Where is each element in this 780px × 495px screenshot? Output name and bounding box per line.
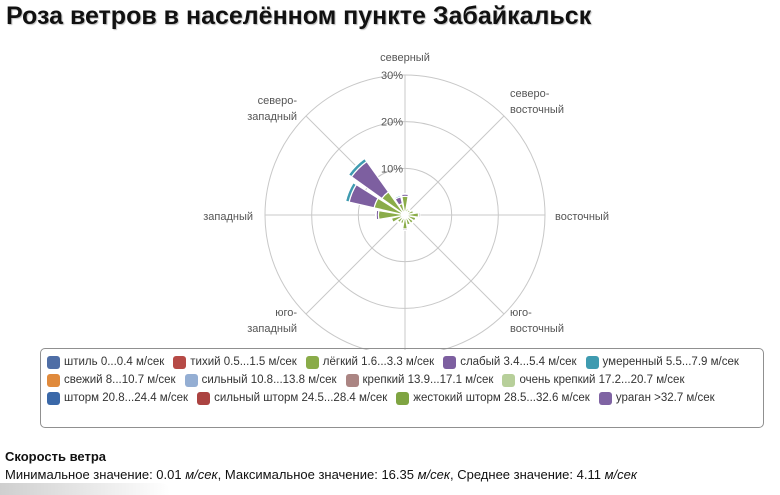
legend-swatch xyxy=(396,391,410,405)
spoke-line xyxy=(404,214,505,315)
spoke-line xyxy=(305,214,406,315)
legend-item[interactable]: шторм 20.8...24.4 м/сек xyxy=(47,389,188,407)
legend-swatch xyxy=(443,355,457,369)
avg-unit: м/сек xyxy=(604,467,637,482)
legend-label: слабый 3.4...5.4 м/сек xyxy=(460,356,577,368)
direction-label: юго-западный xyxy=(247,307,297,335)
legend-swatch xyxy=(345,373,359,387)
wind-bar-segment xyxy=(389,217,394,224)
legend-item[interactable]: жестокий шторм 28.5...32.6 м/сек xyxy=(396,389,590,407)
wind-bar-segment xyxy=(413,216,418,223)
legend-label: ураган >32.7 м/сек xyxy=(615,392,715,404)
legend-item[interactable]: штиль 0...0.4 м/сек xyxy=(47,353,164,371)
direction-label: юго-восточный xyxy=(510,307,564,335)
legend-item[interactable]: умеренный 5.5...7.9 м/сек xyxy=(585,353,739,371)
legend-label: сильный шторм 24.5...28.4 м/сек xyxy=(214,392,388,404)
legend-swatch xyxy=(502,373,516,387)
wind-bar-segment xyxy=(406,222,412,227)
wind-bar-segment xyxy=(411,208,416,214)
avg-label: , Среднее значение: xyxy=(450,467,577,482)
min-unit: м/сек xyxy=(185,467,218,482)
wind-bar-segment xyxy=(400,192,410,195)
wind-bar-segment xyxy=(344,181,354,202)
direction-label: восточный xyxy=(555,211,609,223)
direction-label: северо-восточный xyxy=(510,88,564,116)
wind-bar-segment xyxy=(410,220,415,225)
avg-value: 4.11 xyxy=(576,467,601,482)
max-unit: м/сек xyxy=(417,467,451,482)
wind-bar-segment xyxy=(375,209,378,221)
wind-bar-segment xyxy=(347,157,366,176)
legend-swatch xyxy=(47,373,60,387)
spoke-line xyxy=(404,115,505,216)
summary-stats: Минимальное значение: 0.01 м/сек, Максим… xyxy=(5,467,637,482)
wind-bars xyxy=(344,157,421,231)
wind-bar-segment xyxy=(417,211,421,219)
max-label: , Максимальное значение: xyxy=(217,467,382,482)
legend-label: жестокий шторм 28.5...32.6 м/сек xyxy=(413,392,590,404)
direction-label: западный xyxy=(203,211,253,223)
radial-tick-labels: 10% 20% 30% xyxy=(381,70,403,175)
legend-label: крепкий 13.9...17.1 м/сек xyxy=(362,374,494,386)
min-value: 0.01 xyxy=(156,467,182,482)
legend-swatch xyxy=(585,355,599,369)
legend-label: свежий 8...10.7 м/сек xyxy=(64,374,176,386)
radial-tick-label: 20% xyxy=(381,117,403,129)
radial-tick-label: 10% xyxy=(381,163,403,175)
legend-item[interactable]: лёгкий 1.6...3.3 м/сек xyxy=(305,353,435,371)
legend-item[interactable]: тихий 0.5...1.5 м/сек xyxy=(173,353,297,371)
max-value: 16.35 xyxy=(381,467,414,482)
wind-bar-segment xyxy=(393,194,402,200)
summary-title: Скорость ветра xyxy=(5,449,106,464)
legend-label: штиль 0...0.4 м/сек xyxy=(64,356,165,368)
min-label: Минимальное значение: xyxy=(5,467,157,482)
legend-label: умеренный 5.5...7.9 м/сек xyxy=(602,356,739,368)
bottom-shadow-decoration xyxy=(0,483,170,495)
wind-bar-segment xyxy=(395,219,401,225)
direction-label: северный xyxy=(380,52,430,64)
legend-swatch xyxy=(598,391,612,405)
legend-item[interactable]: крепкий 13.9...17.1 м/сек xyxy=(345,371,494,389)
legend-item[interactable]: сильный шторм 24.5...28.4 м/сек xyxy=(197,389,387,407)
chart-legend: штиль 0...0.4 м/сек тихий 0.5...1.5 м/сек… xyxy=(40,348,764,428)
legend-swatch xyxy=(47,391,60,405)
legend-swatch xyxy=(197,391,211,405)
legend-item[interactable]: очень крепкий 17.2...20.7 м/сек xyxy=(502,371,684,389)
wind-rose-chart: северный северо-восточный восточный юго-вос… xyxy=(203,52,609,350)
legend-item[interactable]: сильный 10.8...13.8 м/сек xyxy=(184,371,337,389)
legend-label: очень крепкий 17.2...20.7 м/сек xyxy=(519,374,685,386)
legend-item[interactable]: свежий 8...10.7 м/сек xyxy=(47,371,176,389)
direction-label: северо-западный xyxy=(247,95,297,123)
legend-item[interactable]: ураган >32.7 м/сек xyxy=(598,389,715,407)
legend-label: сильный 10.8...13.8 м/сек xyxy=(201,374,337,386)
legend-swatch xyxy=(184,373,198,387)
legend-swatch xyxy=(305,355,319,369)
legend-label: шторм 20.8...24.4 м/сек xyxy=(64,392,189,404)
legend-item[interactable]: слабый 3.4...5.4 м/сек xyxy=(443,353,577,371)
direction-labels: северный северо-восточный восточный юго-вос… xyxy=(203,52,609,335)
page-title: Роза ветров в населённом пункте Забайкал… xyxy=(6,2,592,30)
wind-speed-summary: Скорость ветра Минимальное значение: 0.0… xyxy=(5,449,637,482)
legend-swatch xyxy=(173,355,187,369)
wind-bar-segment xyxy=(401,228,409,231)
wind-bar-segment xyxy=(398,221,404,226)
legend-label: тихий 0.5...1.5 м/сек xyxy=(190,356,297,368)
legend-swatch xyxy=(47,355,60,369)
radial-tick-label: 30% xyxy=(381,70,403,82)
legend-label: лёгкий 1.6...3.3 м/сек xyxy=(322,356,435,368)
